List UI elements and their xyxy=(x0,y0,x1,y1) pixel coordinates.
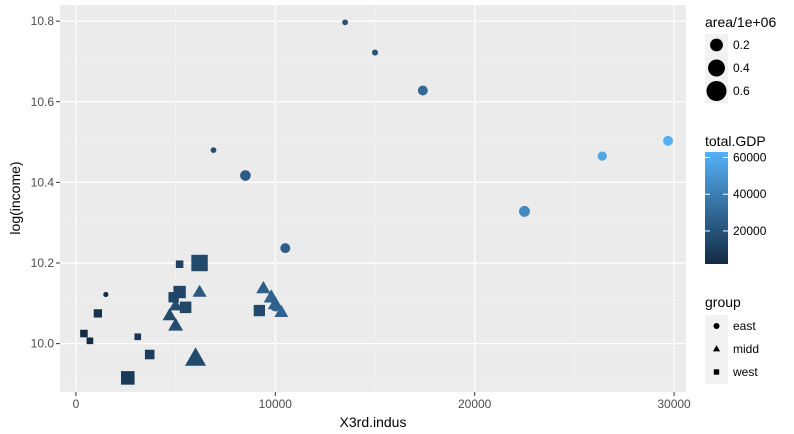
size-legend-key xyxy=(706,80,727,102)
plot-background xyxy=(60,5,686,392)
data-point xyxy=(168,292,179,303)
y-tick-label: 10.2 xyxy=(31,256,55,270)
shape-legend-label: west xyxy=(732,365,758,379)
size-legend-key xyxy=(708,59,725,77)
data-point xyxy=(192,284,207,297)
size-legend-label: 0.4 xyxy=(733,61,750,75)
x-tick-label: 20000 xyxy=(458,397,492,411)
minor-gridlines xyxy=(60,5,686,392)
data-point xyxy=(342,19,348,26)
x-tick-label: 0 xyxy=(73,397,80,411)
shape-legend-key xyxy=(713,323,720,329)
color-legend: total.GDP 20000 40000 60000 xyxy=(705,133,767,264)
data-point xyxy=(210,147,217,154)
shape-legend-label: midd xyxy=(733,342,759,356)
data-point xyxy=(80,329,88,338)
data-point xyxy=(240,170,251,181)
data-point xyxy=(191,254,208,272)
data-point xyxy=(371,49,379,56)
data-point xyxy=(663,135,674,146)
major-gridlines xyxy=(60,5,686,392)
size-legend-label: 0.2 xyxy=(733,38,750,52)
size-legend-title: area/1e+06 xyxy=(705,14,776,30)
y-tick-label: 10.6 xyxy=(31,95,55,109)
shape-legend-title: group xyxy=(705,294,741,310)
data-point xyxy=(270,301,281,312)
color-legend-label: 60000 xyxy=(733,151,767,165)
y-tick-label: 10.4 xyxy=(31,175,55,189)
data-point xyxy=(417,85,428,96)
data-point xyxy=(93,309,103,318)
y-axis: 10.0 10.2 10.4 10.6 10.8 xyxy=(31,14,60,351)
size-legend-key xyxy=(710,38,723,52)
shape-legend-key xyxy=(713,369,720,375)
data-point xyxy=(253,304,266,317)
y-axis-title: log(income) xyxy=(7,161,23,234)
data-point xyxy=(121,371,135,385)
size-legend: area/1e+06 0.2 0.4 0.6 xyxy=(705,14,776,103)
data-point xyxy=(86,337,94,345)
data-point xyxy=(175,260,184,268)
x-tick-label: 30000 xyxy=(657,397,691,411)
data-point xyxy=(274,304,289,317)
data-point xyxy=(519,205,530,217)
x-axis-title: X3rd.indus xyxy=(340,414,407,430)
data-point xyxy=(280,243,291,254)
data-point xyxy=(179,301,192,314)
color-legend-label: 40000 xyxy=(733,187,767,201)
data-point xyxy=(597,151,607,161)
shape-legend-key xyxy=(712,345,721,352)
color-legend-title: total.GDP xyxy=(705,133,766,149)
x-tick-label: 10000 xyxy=(259,397,293,411)
data-point xyxy=(256,280,271,294)
y-tick-label: 10.0 xyxy=(31,337,55,351)
color-legend-label: 20000 xyxy=(733,224,767,238)
data-points xyxy=(80,19,674,385)
shape-legend-label: east xyxy=(733,319,756,333)
data-point xyxy=(162,308,177,321)
data-point xyxy=(103,291,109,298)
x-axis: 0 10000 20000 30000 xyxy=(73,392,691,411)
data-point xyxy=(168,317,184,331)
data-point xyxy=(185,347,207,366)
color-bar xyxy=(705,152,728,264)
data-point xyxy=(168,298,183,311)
shape-legend: group east midd west xyxy=(705,294,759,384)
y-tick-label: 10.8 xyxy=(31,14,55,28)
data-point xyxy=(144,349,155,360)
size-legend-label: 0.6 xyxy=(733,84,750,98)
data-point xyxy=(134,333,142,341)
